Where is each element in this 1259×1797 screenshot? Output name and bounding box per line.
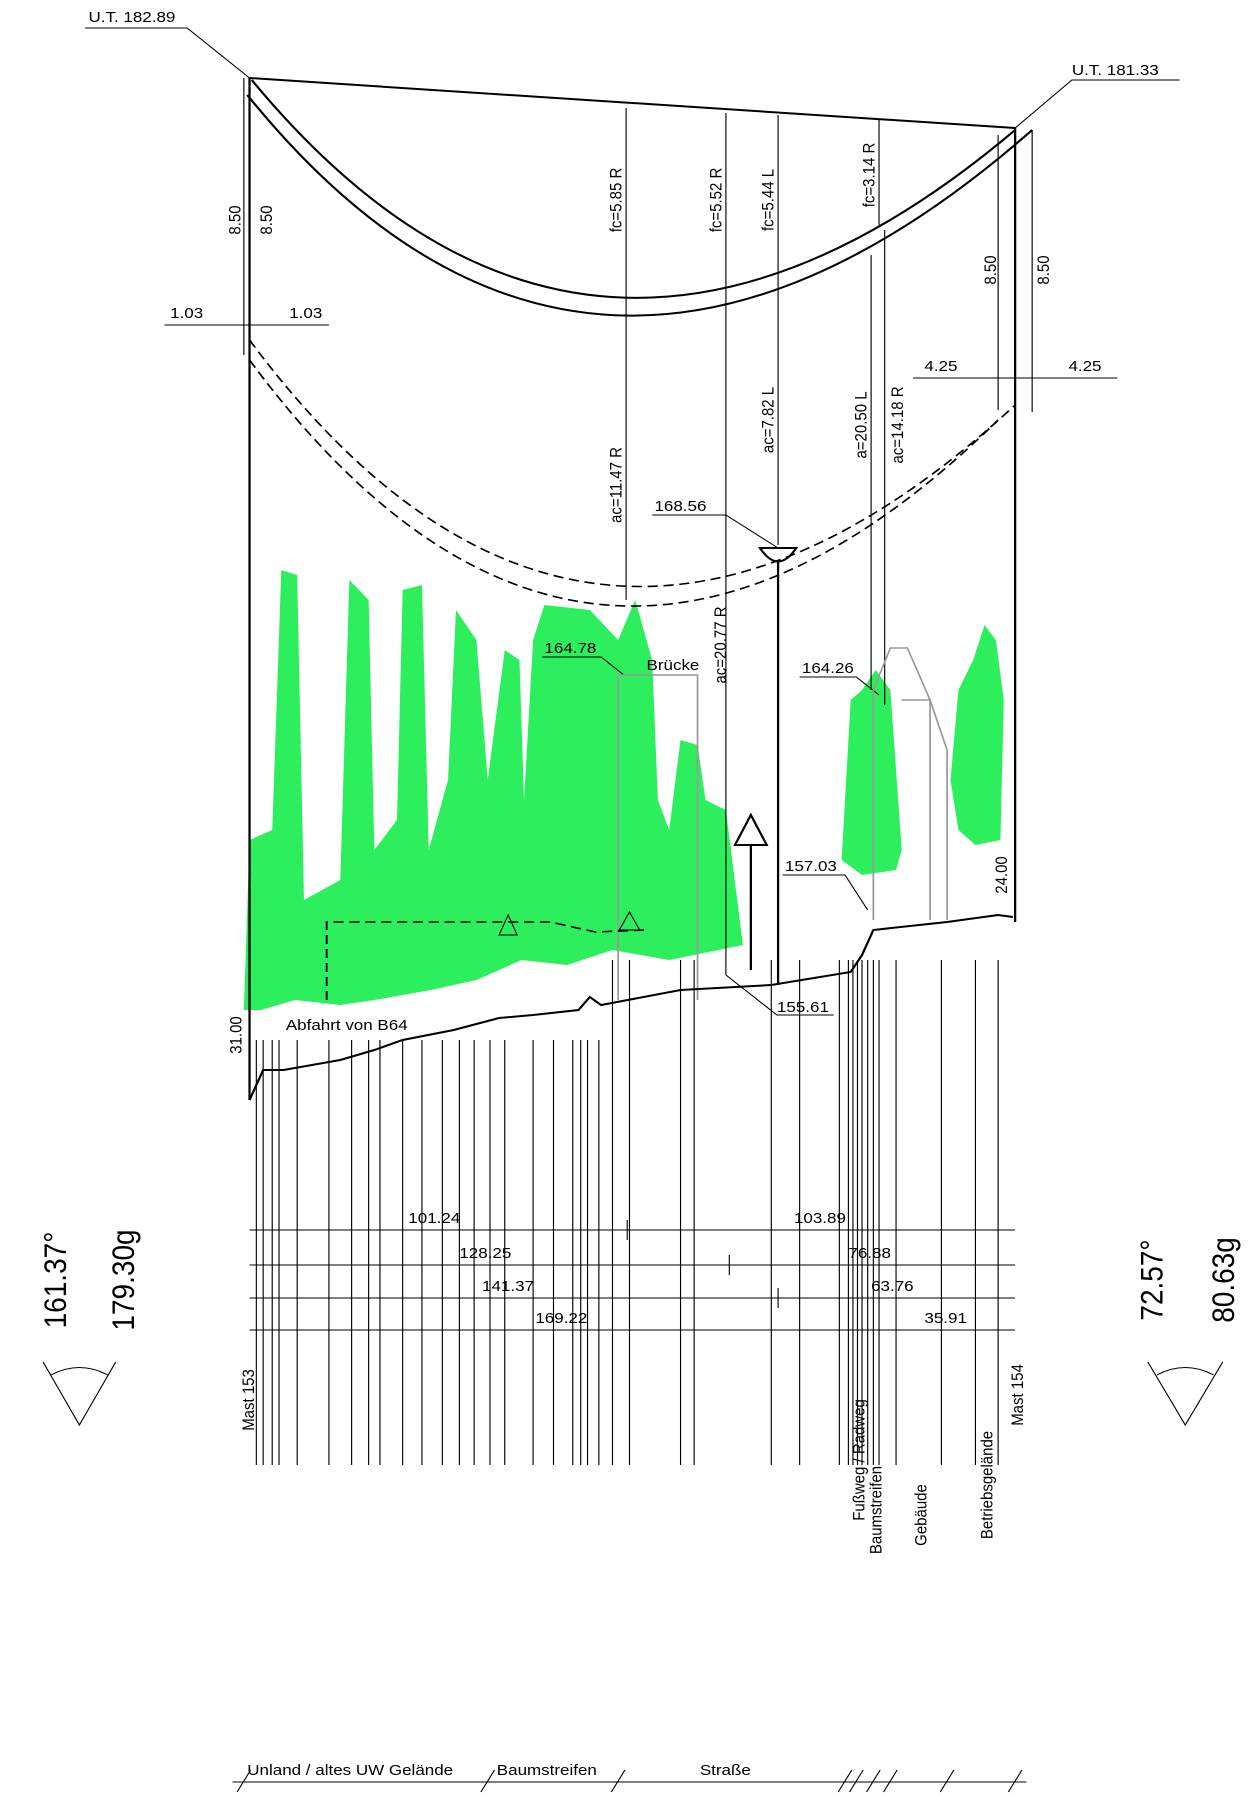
line bbox=[249, 77, 1016, 129]
label: 179.30g bbox=[106, 1229, 141, 1330]
label: 31.00 bbox=[227, 1016, 246, 1054]
label: 24.00 bbox=[992, 856, 1011, 894]
line bbox=[248, 913, 1014, 1101]
curve bbox=[250, 79, 1016, 299]
label: a=20.50 L bbox=[852, 391, 871, 458]
line bbox=[939, 1769, 955, 1793]
label: 4.25 bbox=[1068, 358, 1101, 375]
label: Brücke bbox=[647, 657, 700, 674]
label: Betriebsgelände bbox=[978, 1431, 997, 1539]
label: Mast 154 bbox=[1008, 1364, 1027, 1426]
line bbox=[1147, 1361, 1224, 1427]
label: Straße bbox=[700, 1762, 751, 1779]
curve bbox=[248, 339, 1016, 588]
line bbox=[542, 656, 625, 676]
label: fc=5.52 R bbox=[707, 168, 726, 233]
line bbox=[799, 676, 880, 696]
line bbox=[872, 647, 931, 920]
shape bbox=[618, 910, 641, 931]
line bbox=[866, 1769, 881, 1793]
line bbox=[480, 1769, 496, 1793]
label: 169.22 bbox=[535, 1310, 587, 1327]
label: fc=3.14 R bbox=[860, 143, 879, 208]
label: 1.03 bbox=[170, 305, 203, 322]
label: 76.88 bbox=[848, 1245, 891, 1262]
label: ac=7.82 L bbox=[759, 387, 778, 453]
label: 72.57° bbox=[1135, 1239, 1170, 1320]
line bbox=[236, 1769, 252, 1793]
label: Mast 153 bbox=[239, 1369, 258, 1431]
label: ac=14.18 R bbox=[888, 386, 907, 463]
label: 103.89 bbox=[794, 1210, 846, 1227]
line bbox=[725, 974, 834, 1016]
label: 80.63g bbox=[1206, 1237, 1241, 1323]
label: 141.37 bbox=[482, 1278, 534, 1295]
line bbox=[85, 27, 250, 79]
label: Gebäude bbox=[912, 1484, 931, 1546]
label: 157.03 bbox=[785, 858, 837, 875]
label: fc=5.44 L bbox=[759, 169, 778, 231]
shape bbox=[950, 625, 1004, 845]
label: 8.50 bbox=[981, 255, 1000, 284]
label: Baumstreifen bbox=[866, 1466, 885, 1554]
line bbox=[325, 921, 647, 1000]
label: ac=20.77 R bbox=[711, 606, 730, 683]
label: Fußweg / Radweg bbox=[849, 1399, 868, 1521]
label: 63.76 bbox=[871, 1278, 914, 1295]
label: Baumstreifen bbox=[497, 1762, 597, 1779]
shape bbox=[733, 812, 769, 846]
label: fc=5.85 R bbox=[607, 168, 626, 233]
label: Abfahrt von B64 bbox=[286, 1017, 408, 1034]
label: Unland / altes UW Gelände bbox=[247, 1762, 453, 1779]
label: 164.26 bbox=[802, 660, 854, 677]
line bbox=[652, 514, 779, 549]
label: 168.56 bbox=[654, 498, 706, 515]
curve bbox=[50, 1367, 109, 1376]
line bbox=[610, 1769, 626, 1793]
label: ac=11.47 R bbox=[607, 447, 626, 523]
label: 35.91 bbox=[924, 1310, 967, 1327]
label: 128.25 bbox=[459, 1245, 511, 1262]
line bbox=[1007, 1769, 1023, 1793]
line bbox=[1014, 79, 1180, 129]
label: U.T. 182.89 bbox=[88, 9, 175, 26]
line bbox=[42, 1361, 117, 1427]
label: 164.78 bbox=[544, 640, 596, 657]
curve bbox=[246, 94, 1033, 317]
label: 161.37° bbox=[38, 1232, 73, 1329]
curve bbox=[757, 547, 799, 563]
station-lines bbox=[255, 960, 999, 1465]
label: 101.24 bbox=[408, 1210, 460, 1227]
curve bbox=[248, 359, 999, 607]
line bbox=[901, 699, 948, 920]
label: 1.03 bbox=[289, 305, 322, 322]
shape bbox=[243, 570, 743, 1010]
vegetation bbox=[243, 570, 1004, 1010]
label: 155.61 bbox=[777, 999, 829, 1016]
label: U.T. 181.33 bbox=[1072, 62, 1159, 79]
label: 8.50 bbox=[226, 205, 245, 234]
line bbox=[617, 674, 699, 1000]
line bbox=[849, 1769, 864, 1793]
shape bbox=[841, 670, 902, 875]
line bbox=[883, 1769, 898, 1793]
label: 8.50 bbox=[257, 205, 276, 234]
line bbox=[837, 1769, 853, 1793]
label: 4.25 bbox=[924, 358, 957, 375]
label: 8.50 bbox=[1034, 255, 1053, 284]
curve bbox=[1156, 1367, 1214, 1376]
line bbox=[782, 874, 869, 911]
shape bbox=[498, 913, 519, 936]
